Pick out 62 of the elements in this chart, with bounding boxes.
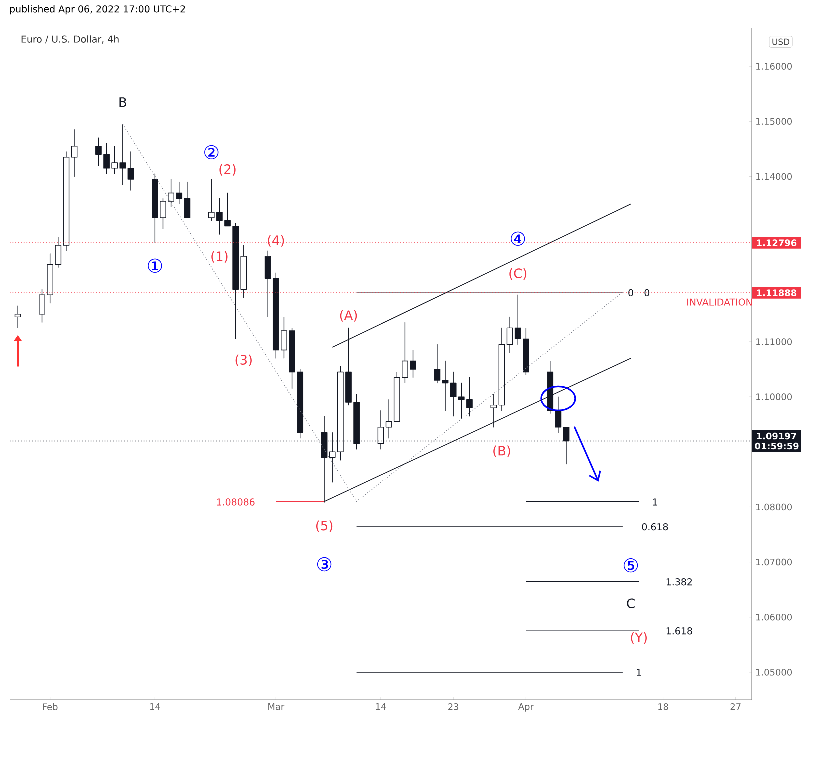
annotation: (C)	[510, 268, 527, 280]
annotation: (Y)	[631, 632, 647, 644]
candlestick	[434, 344, 441, 384]
annotation: 1	[637, 669, 642, 676]
x-tick-label: Feb	[43, 704, 58, 710]
annotation: ②	[204, 145, 219, 160]
y-tick-label: 1.11000	[756, 338, 792, 346]
annotation: 0	[644, 289, 650, 297]
candlestick	[71, 130, 78, 178]
candlestick	[490, 394, 498, 428]
y-tick-label: 1.15000	[756, 118, 792, 126]
annotation: 1	[653, 498, 658, 506]
ref-line-label: 1.09197 01:59:59	[755, 432, 799, 450]
x-tick-label: 23	[448, 704, 459, 710]
x-tick-label: 18	[658, 704, 668, 710]
ref-line-label: 1.11888	[757, 290, 797, 296]
x-tick-label: 27	[730, 704, 741, 710]
annotation: 1.382	[666, 578, 692, 586]
y-tick-label: 1.07000	[756, 558, 792, 566]
candlestick	[264, 250, 272, 318]
annotation: (4)	[268, 235, 284, 247]
candlestick	[128, 152, 134, 191]
text: Euro / U.S. Dollar, 4h	[22, 36, 119, 44]
candlestick	[498, 328, 506, 412]
y-tick-label: 1.06000	[756, 614, 792, 621]
annotation: (A)	[340, 310, 358, 322]
annotation: ⑤	[624, 558, 638, 573]
annotation: 0	[628, 289, 634, 297]
annotation: (5)	[316, 520, 333, 532]
candlestick	[555, 396, 562, 434]
candlestick	[386, 399, 392, 439]
annotation: 0.618	[642, 523, 668, 531]
x-tick-label: 14	[150, 704, 160, 710]
x-tick-label: 14	[376, 704, 386, 710]
candlestick	[506, 316, 514, 354]
candlestick	[547, 360, 554, 414]
candlestick	[14, 306, 22, 329]
annotation: C	[627, 598, 635, 609]
annotation: (1)	[212, 251, 228, 263]
x-tick-label: Mar	[268, 704, 285, 710]
annotation: (B)	[494, 446, 510, 458]
x-tick-label: Apr	[518, 704, 534, 712]
text: USD	[772, 38, 790, 46]
annotation: ①	[148, 258, 162, 274]
annotation: INVALIDATION	[688, 298, 752, 306]
annotation: 1.08086	[217, 498, 255, 506]
annotation: ③	[317, 557, 332, 572]
y-tick-label: 1.16000	[756, 63, 792, 70]
annotation: 1.618	[666, 628, 692, 635]
y-tick-label: 1.14000	[756, 173, 792, 180]
annotation: (2)	[220, 164, 236, 176]
y-tick-label: 1.05000	[756, 669, 792, 676]
candlestick	[184, 182, 191, 218]
annotation: (3)	[236, 354, 252, 366]
candlestick	[63, 152, 70, 252]
y-tick-label: 1.08000	[756, 504, 792, 511]
y-tick-label: 1.10000	[756, 394, 792, 400]
text: published Apr 06, 2022 17:00 UTC+2	[10, 5, 186, 15]
annotation: ④	[511, 232, 526, 246]
candlestick	[442, 360, 449, 412]
annotation: B	[120, 98, 126, 108]
ref-line-label: 1.12796	[757, 240, 797, 246]
